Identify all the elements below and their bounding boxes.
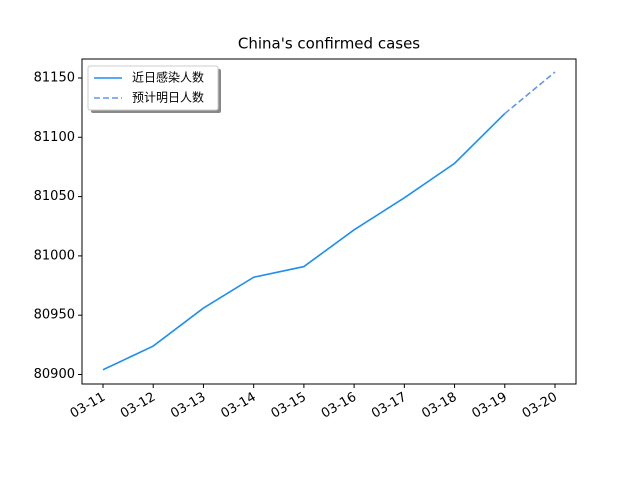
- x-tick-label: 03-17: [369, 390, 409, 422]
- y-tick-label: 81050: [34, 189, 75, 204]
- legend-label: 预计明日人数: [132, 90, 204, 105]
- y-tick-label: 81100: [34, 130, 75, 145]
- x-tick-label: 03-16: [319, 390, 359, 422]
- series-line: [504, 71, 556, 115]
- series-line: [102, 112, 506, 371]
- y-tick-label: 81000: [34, 248, 75, 263]
- legend-box: [87, 65, 219, 111]
- x-tick-label: 03-19: [470, 390, 510, 422]
- y-tick-label: 80900: [34, 367, 75, 382]
- x-tick-label: 03-14: [218, 390, 258, 422]
- x-tick-label: 03-12: [118, 390, 158, 422]
- x-tick-label: 03-13: [168, 390, 208, 422]
- x-tick-label: 03-18: [419, 390, 459, 422]
- x-tick-label: 03-20: [520, 390, 560, 422]
- x-tick-label: 03-11: [68, 390, 108, 422]
- x-tick-label: 03-15: [269, 390, 309, 422]
- chart-title: China's confirmed cases: [238, 35, 420, 53]
- legend-label: 近日感染人数: [132, 70, 204, 85]
- plot-frame: [81, 58, 577, 385]
- y-tick-label: 81150: [34, 70, 75, 85]
- y-tick-label: 80950: [34, 308, 75, 323]
